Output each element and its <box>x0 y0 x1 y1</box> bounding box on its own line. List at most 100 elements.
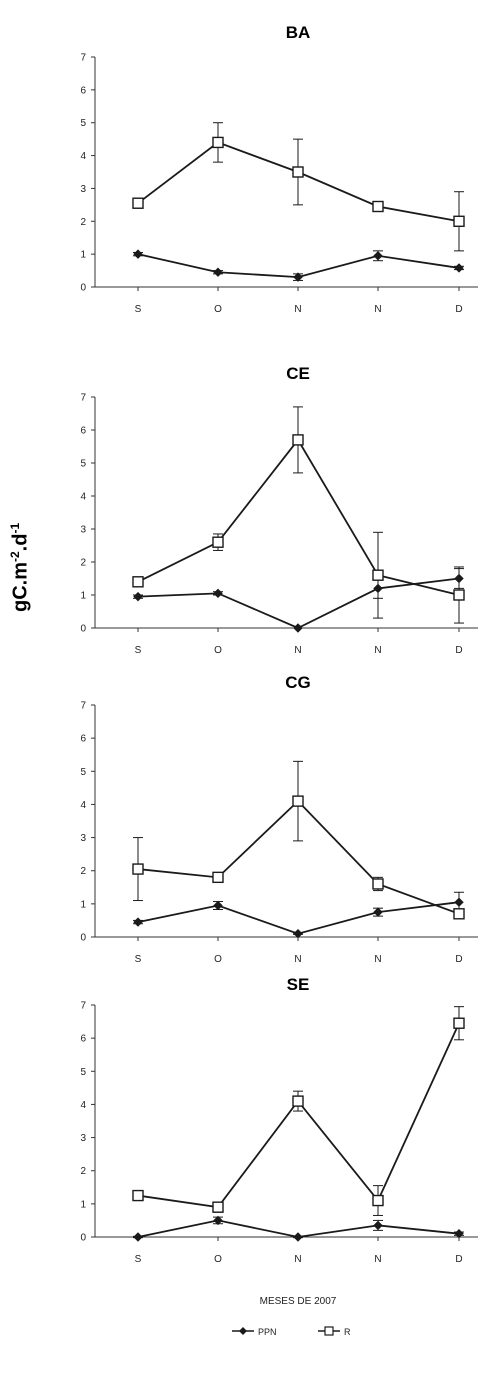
data-point-diamond <box>133 591 143 602</box>
y-tick-label: 6 <box>80 734 86 745</box>
legend-marker-r <box>324 1326 334 1336</box>
legend-label-ppn: PPN <box>258 1327 277 1337</box>
series-r <box>132 122 465 252</box>
data-point-square <box>212 536 224 548</box>
data-point-diamond <box>133 917 143 927</box>
y-tick-label: 5 <box>80 459 86 470</box>
series-ppn <box>133 568 464 633</box>
x-tick-label: N <box>374 645 381 656</box>
data-point-diamond <box>213 267 223 277</box>
data-point-square <box>212 1201 224 1213</box>
y-tick-label: 4 <box>80 1100 86 1111</box>
legend: PPN R <box>232 1326 351 1337</box>
series-r <box>132 1006 465 1216</box>
chart-title: CE <box>286 364 310 383</box>
data-point-diamond <box>454 1228 464 1239</box>
y-tick-label: 4 <box>80 800 86 811</box>
data-point-diamond <box>293 928 303 939</box>
y-tick-label: 5 <box>80 767 86 778</box>
x-tick-label: O <box>214 645 222 656</box>
data-point-diamond <box>454 263 464 273</box>
data-point-square <box>212 136 224 149</box>
x-axis-title: MESES DE 2007 <box>260 1296 337 1307</box>
chart-panel-ba: BA 0 1 2 3 4 5 6 7 S O N N D <box>80 23 478 315</box>
x-tick-label: N <box>374 1254 381 1265</box>
data-point-square <box>292 1095 304 1107</box>
series-ppn <box>133 891 464 939</box>
data-point-diamond <box>293 1232 303 1242</box>
series-ppn <box>133 249 464 282</box>
y-tick-label: 3 <box>80 184 86 195</box>
y-tick-label: 7 <box>80 701 86 712</box>
y-axis-label: gC.m-2.d-1 <box>8 522 32 612</box>
data-point-square <box>372 878 384 890</box>
y-tick-label: 0 <box>80 933 86 944</box>
data-point-diamond <box>213 1215 223 1226</box>
data-point-square <box>132 1189 144 1202</box>
x-tick-label: D <box>455 645 462 656</box>
y-tick-label: 2 <box>80 217 86 228</box>
series-line <box>137 901 460 935</box>
x-tick-label: N <box>294 645 301 656</box>
data-point-square <box>453 589 465 601</box>
series-line <box>137 1022 460 1209</box>
x-tick-label: N <box>294 1254 301 1265</box>
chart-title: CG <box>285 673 311 692</box>
x-tick-label: O <box>214 954 222 965</box>
x-tick-label: N <box>294 954 301 965</box>
data-point-diamond <box>133 249 143 259</box>
y-tick-label: 0 <box>80 624 86 635</box>
data-point-square <box>132 576 144 588</box>
data-point-diamond <box>213 900 223 911</box>
y-tick-label: 7 <box>80 1001 86 1012</box>
data-point-square <box>292 166 304 178</box>
y-tick-label: 3 <box>80 525 86 536</box>
legend-label-r: R <box>344 1327 351 1337</box>
x-tick-label: O <box>214 1254 222 1265</box>
data-point-square <box>372 200 384 213</box>
data-point-diamond <box>213 588 223 599</box>
data-point-square <box>372 569 384 581</box>
y-tick-label: 4 <box>80 492 86 503</box>
y-tick-label: 1 <box>80 591 86 602</box>
y-tick-label: 6 <box>80 1034 86 1045</box>
data-point-square <box>292 434 304 446</box>
y-tick-label: 4 <box>80 151 86 162</box>
data-point-square <box>132 197 144 209</box>
x-tick-label: N <box>374 954 381 965</box>
legend-marker-ppn <box>239 1327 247 1335</box>
x-tick-label: O <box>214 304 222 315</box>
data-point-square <box>453 908 465 920</box>
x-tick-label: N <box>374 304 381 315</box>
data-point-square <box>453 215 465 227</box>
data-point-diamond <box>373 907 383 917</box>
chart-title: BA <box>286 23 311 42</box>
data-point-diamond <box>293 272 303 282</box>
data-point-square <box>453 1017 465 1029</box>
y-tick-label: 7 <box>80 53 86 64</box>
data-point-diamond <box>373 1220 383 1231</box>
y-tick-label: 0 <box>80 1233 86 1244</box>
series-ppn <box>133 1215 464 1242</box>
y-tick-label: 2 <box>80 866 86 877</box>
data-point-diamond <box>454 897 464 907</box>
chart-panel-se: SE 0 1 2 3 4 5 6 7 S O N N D <box>80 975 478 1265</box>
data-point-diamond <box>293 623 303 633</box>
data-point-square <box>132 863 144 875</box>
y-tick-label: 7 <box>80 393 86 404</box>
y-tick-label: 3 <box>80 1133 86 1144</box>
chart-title: SE <box>287 975 310 994</box>
data-point-diamond <box>373 251 383 261</box>
y-tick-label: 1 <box>80 899 86 910</box>
chart-panel-ce: CE 0 1 2 3 4 5 6 7 S O N N D <box>80 364 478 656</box>
y-tick-label: 1 <box>80 1199 86 1210</box>
y-tick-label: 2 <box>80 1166 86 1177</box>
y-tick-label: 5 <box>80 1067 86 1078</box>
y-tick-label: 5 <box>80 118 86 129</box>
y-tick-label: 6 <box>80 85 86 96</box>
series-r <box>132 406 465 624</box>
data-point-square <box>372 1194 384 1207</box>
data-point-square <box>292 795 304 807</box>
x-tick-label: D <box>455 304 462 315</box>
